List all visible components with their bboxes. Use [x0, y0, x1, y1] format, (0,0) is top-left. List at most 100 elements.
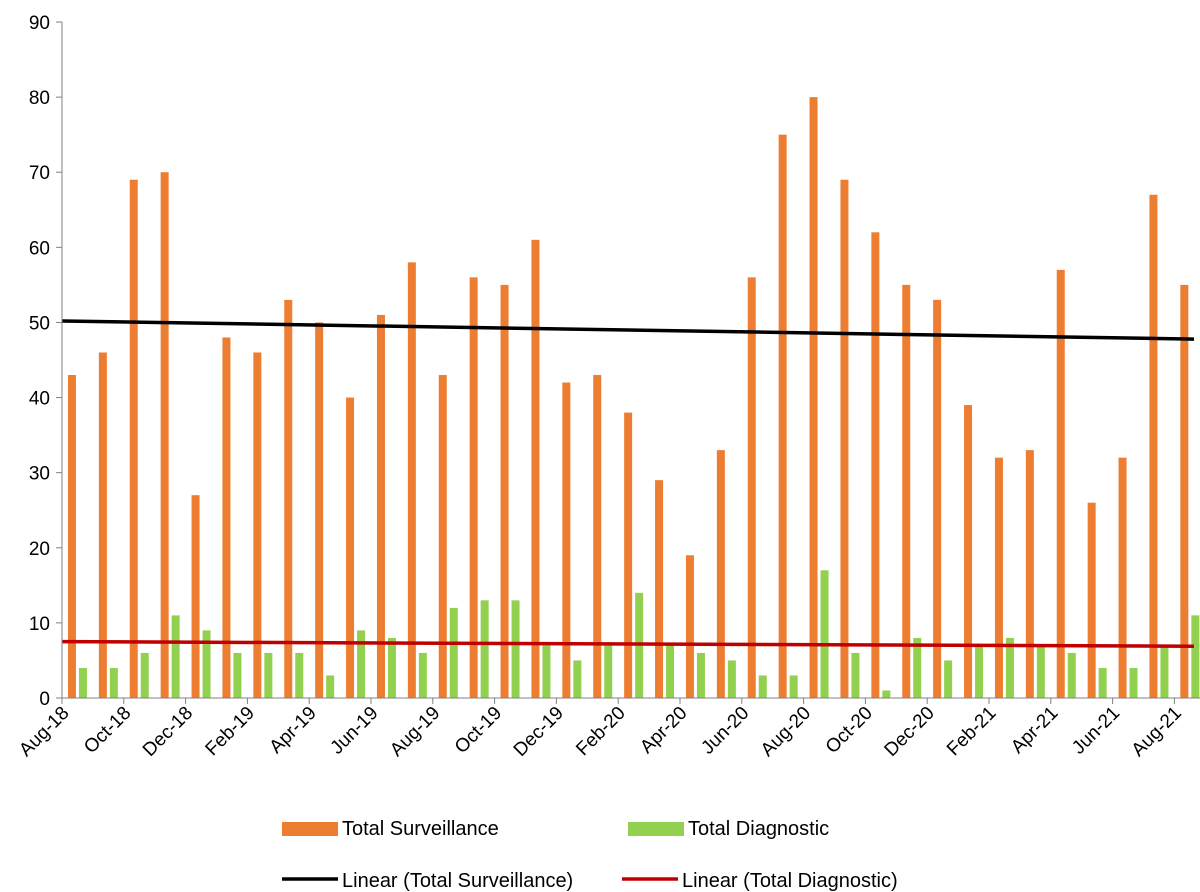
bar-diagnostic	[975, 645, 983, 698]
bar-surveillance	[253, 352, 261, 698]
x-tick-label: Apr-20	[636, 703, 691, 758]
bar-diagnostic	[821, 570, 829, 698]
bar-diagnostic	[882, 690, 890, 698]
bar-diagnostic	[728, 660, 736, 698]
legend-label: Linear (Total Surveillance)	[342, 870, 573, 892]
bar-diagnostic	[79, 668, 87, 698]
trendline-surveillance	[62, 321, 1194, 339]
legend: Total Surveillance Total Diagnostic Linear…	[282, 818, 898, 892]
bar-diagnostic	[573, 660, 581, 698]
y-axis: 0 10 20 30 40 50 60 70 80 90	[29, 13, 62, 710]
bar-diagnostic	[172, 615, 180, 698]
bar-diagnostic	[419, 653, 427, 698]
y-tick-label: 10	[29, 614, 50, 635]
x-tick-label: Aug-20	[757, 703, 815, 761]
y-tick-label: 60	[29, 238, 50, 259]
bar-surveillance	[902, 285, 910, 698]
bar-surveillance	[161, 172, 169, 698]
bar-surveillance	[624, 413, 632, 698]
legend-label: Total Surveillance	[342, 818, 499, 840]
bar-diagnostic	[666, 645, 674, 698]
bar-surveillance	[1057, 270, 1065, 698]
bar-diagnostic	[913, 638, 921, 698]
bar-diagnostic	[851, 653, 859, 698]
bar-surveillance	[68, 375, 76, 698]
legend-swatch	[282, 822, 338, 836]
x-tick-label: Oct-19	[451, 703, 506, 758]
bar-surveillance	[933, 300, 941, 698]
bar-diagnostic	[450, 608, 458, 698]
bar-diagnostic	[264, 653, 272, 698]
x-tick-label: Dec-19	[510, 703, 568, 761]
bar-surveillance	[470, 277, 478, 698]
bar-surveillance	[531, 240, 539, 698]
bar-diagnostic	[759, 675, 767, 698]
bar-surveillance	[284, 300, 292, 698]
x-tick-label: Aug-18	[15, 703, 73, 761]
bar-diagnostic	[604, 645, 612, 698]
bar-surveillance	[995, 458, 1003, 698]
bar-surveillance	[99, 352, 107, 698]
bar-diagnostic	[1037, 645, 1045, 698]
x-tick-label: Dec-20	[881, 703, 939, 761]
x-tick-label: Apr-21	[1007, 703, 1062, 758]
bar-diagnostic	[1130, 668, 1138, 698]
bar-surveillance	[1026, 450, 1034, 698]
bar-diagnostic	[110, 668, 118, 698]
bar-surveillance	[748, 277, 756, 698]
y-tick-label: 70	[29, 163, 50, 184]
y-tick-label: 30	[29, 464, 50, 485]
y-tick-label: 80	[29, 88, 50, 109]
x-tick-label: Oct-20	[822, 703, 877, 758]
x-tick-label: Feb-19	[202, 703, 259, 760]
bar-surveillance	[593, 375, 601, 698]
bar-surveillance	[562, 383, 570, 698]
bar-surveillance	[686, 555, 694, 698]
x-tick-label: Feb-20	[572, 703, 629, 760]
bar-surveillance	[964, 405, 972, 698]
trendline-diagnostic	[62, 642, 1194, 647]
bar-diagnostic	[790, 675, 798, 698]
bar-diagnostic	[357, 630, 365, 698]
x-tick-label: Apr-19	[266, 703, 321, 758]
bar-diagnostic	[1160, 645, 1168, 698]
bar-diagnostic	[481, 600, 489, 698]
bar-diagnostic	[512, 600, 520, 698]
bar-diagnostic	[295, 653, 303, 698]
y-tick-label: 20	[29, 539, 50, 560]
bar-surveillance	[717, 450, 725, 698]
bar-diagnostic	[697, 653, 705, 698]
bar-surveillance	[377, 315, 385, 698]
bar-surveillance	[1088, 503, 1096, 698]
x-tick-label: Oct-18	[80, 703, 135, 758]
legend-swatch	[628, 822, 684, 836]
x-tick-label: Jun-19	[327, 703, 383, 759]
bar-surveillance	[1149, 195, 1157, 698]
bar-surveillance	[810, 97, 818, 698]
bar-diagnostic	[1191, 615, 1199, 698]
bar-diagnostic	[141, 653, 149, 698]
y-tick-label: 50	[29, 313, 50, 334]
legend-label: Linear (Total Diagnostic)	[682, 870, 898, 892]
bar-surveillance	[192, 495, 200, 698]
bar-diagnostic	[1099, 668, 1107, 698]
bar-surveillance	[840, 180, 848, 698]
y-tick-label: 0	[39, 689, 50, 710]
bar-surveillance	[439, 375, 447, 698]
bar-surveillance	[501, 285, 509, 698]
bar-surveillance	[871, 232, 879, 698]
bar-diagnostic	[388, 638, 396, 698]
y-tick-label: 40	[29, 389, 50, 410]
bar-surveillance	[1180, 285, 1188, 698]
x-axis: Aug-18 Oct-18 Dec-18 Feb-19 Apr-19 Jun-19 Aug-…	[15, 698, 1200, 761]
x-tick-label: Feb-21	[943, 703, 1000, 760]
bar-surveillance	[655, 480, 663, 698]
plot-area	[62, 97, 1199, 698]
bar-diagnostic	[233, 653, 241, 698]
bar-diagnostic	[326, 675, 334, 698]
bar-surveillance	[1119, 458, 1127, 698]
bar-surveillance	[779, 135, 787, 698]
x-tick-label: Jun-21	[1068, 703, 1124, 759]
y-tick-label: 90	[29, 13, 50, 34]
